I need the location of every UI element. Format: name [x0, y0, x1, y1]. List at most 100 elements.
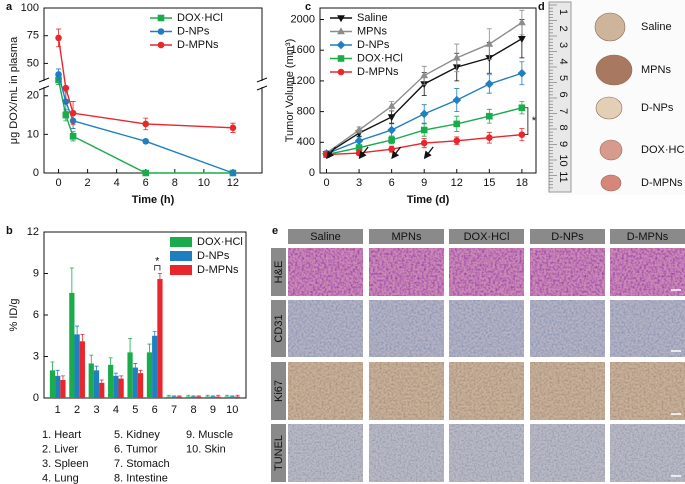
- column-header: [288, 229, 363, 244]
- bar: [196, 396, 202, 398]
- marker: [517, 68, 527, 78]
- marker: [69, 109, 77, 117]
- x-tick-label: 8: [190, 404, 196, 416]
- legend-label: D-MPNs: [177, 39, 219, 51]
- marker: [55, 71, 62, 78]
- y-tick-label: 9: [33, 267, 39, 279]
- micrograph-texture: [369, 300, 444, 357]
- bar: [229, 396, 235, 398]
- row-header: [271, 424, 286, 482]
- bar: [215, 396, 221, 398]
- row-label: TUNEL: [273, 435, 285, 471]
- micrograph-texture: [288, 424, 363, 482]
- marker: [157, 14, 165, 22]
- panel-label: d: [538, 1, 545, 13]
- bar: [152, 335, 158, 398]
- ruler-number: 1: [557, 9, 569, 15]
- error-bar: [230, 395, 235, 397]
- bar: [69, 292, 75, 398]
- column-label: D-MPNs: [627, 231, 669, 243]
- bar: [93, 370, 100, 398]
- marker: [518, 131, 526, 138]
- marker: [62, 84, 70, 92]
- marker: [157, 41, 165, 49]
- micrograph-texture: [449, 248, 524, 296]
- ruler-number: 3: [557, 42, 569, 48]
- error-bar: [119, 375, 124, 379]
- micrograph-texture: [530, 248, 605, 296]
- marker: [485, 39, 494, 47]
- bar: [79, 341, 85, 398]
- marker: [388, 136, 395, 144]
- marker: [62, 111, 70, 119]
- bar: [157, 279, 163, 398]
- y-tick-label: 12: [27, 226, 39, 238]
- row-header: [271, 362, 286, 420]
- significance-label: *: [532, 115, 537, 127]
- x-tick-label: 10: [198, 177, 210, 189]
- bar: [127, 352, 133, 398]
- error-bar: [186, 394, 191, 397]
- bar: [108, 364, 114, 398]
- x-tick-label: 7: [171, 404, 177, 416]
- x-tick-label: 12: [451, 177, 463, 189]
- error-bar: [113, 372, 118, 376]
- error-bar: [94, 365, 99, 371]
- tumor-label: D-MPNs: [641, 177, 683, 189]
- y-tick-label: 0: [309, 167, 315, 179]
- error-bar: [133, 363, 138, 368]
- marker: [517, 35, 526, 43]
- footnote: 4. Lung: [42, 472, 79, 484]
- error-bar: [60, 375, 65, 381]
- tumor-photo: [595, 54, 633, 86]
- micrograph-texture: [530, 362, 605, 420]
- error-bar: [128, 338, 133, 353]
- x-tick-label: 15: [483, 177, 495, 189]
- bar: [190, 396, 197, 398]
- axis-break-gap: [259, 81, 265, 88]
- marker: [452, 53, 461, 61]
- bar: [137, 373, 144, 398]
- x-tick-label: 10: [226, 404, 238, 416]
- marker: [387, 101, 396, 109]
- marker: [157, 28, 165, 35]
- marker: [55, 34, 62, 42]
- marker: [420, 126, 428, 134]
- marker: [69, 133, 77, 140]
- bar: [74, 334, 80, 398]
- marker: [355, 125, 363, 133]
- row-label: CD31: [273, 314, 285, 342]
- ruler-number: 11: [557, 171, 569, 182]
- marker: [486, 112, 493, 120]
- micrograph-texture: [610, 300, 685, 357]
- micrograph-texture: [610, 248, 685, 296]
- x-tick-label: 2: [74, 404, 80, 416]
- legend-label: DOX·HCl: [177, 12, 223, 24]
- error-bar: [89, 354, 94, 364]
- marker: [486, 134, 493, 141]
- x-tick-label: 2: [85, 177, 91, 189]
- marker: [452, 95, 462, 105]
- y-tick-label: 400: [297, 136, 315, 148]
- error-bar: [147, 343, 152, 353]
- dose-arrow: [391, 146, 402, 160]
- error-bar: [50, 361, 55, 371]
- marker: [388, 145, 395, 153]
- marker: [453, 120, 461, 128]
- panel-label: b: [6, 225, 13, 237]
- error-bar: [172, 395, 177, 397]
- y-tick-label: 800: [297, 106, 315, 118]
- panel-label: e: [272, 225, 278, 237]
- marker: [517, 18, 526, 26]
- legend-label: DOX·HCl: [197, 236, 243, 248]
- legend-swatch: [170, 251, 192, 261]
- error-bar: [205, 394, 210, 397]
- tumor-photo: [599, 139, 623, 161]
- marker: [337, 27, 345, 35]
- micrograph-texture: [369, 362, 444, 420]
- legend-label: MPNs: [357, 25, 387, 37]
- error-bar: [69, 267, 74, 293]
- column-label: D-NPs: [551, 231, 584, 243]
- column-label: MPNs: [392, 231, 422, 243]
- bar: [146, 352, 153, 398]
